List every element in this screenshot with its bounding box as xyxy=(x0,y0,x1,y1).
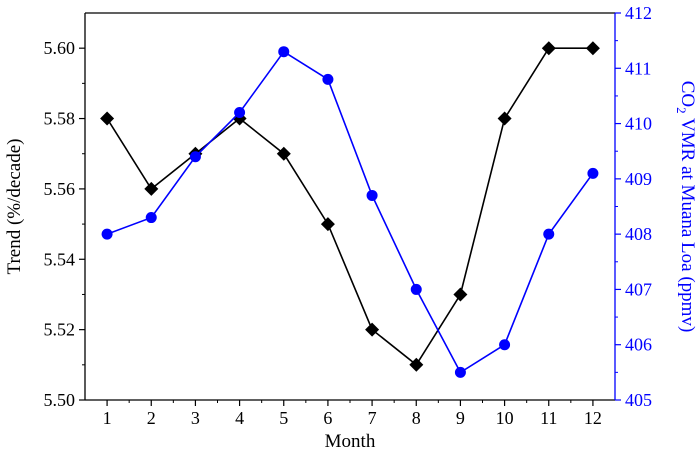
y-right-tick-label: 406 xyxy=(625,335,652,355)
diamond-point xyxy=(100,111,115,126)
x-tick-label: 7 xyxy=(368,408,377,428)
circle-point xyxy=(101,228,113,240)
x-tick-label: 12 xyxy=(584,408,602,428)
diamond-point xyxy=(365,322,380,337)
series-line-1 xyxy=(106,47,593,366)
circle-point xyxy=(366,189,378,201)
diamond-point xyxy=(585,41,600,56)
y-left-tick-label: 5.50 xyxy=(44,390,76,410)
y-right-tick-label: 405 xyxy=(625,390,652,410)
x-tick-label: 10 xyxy=(496,408,514,428)
y-right-tick-label: 412 xyxy=(625,3,652,23)
diamond-point xyxy=(497,111,512,126)
x-tick-label: 8 xyxy=(412,408,421,428)
circle-point xyxy=(587,167,599,179)
x-tick-label: 5 xyxy=(279,408,288,428)
x-axis-title: Month xyxy=(325,431,376,452)
y-right-tick-label: 409 xyxy=(625,169,652,189)
circle-point xyxy=(454,366,466,378)
circle-point xyxy=(145,212,157,224)
y-left-axis-title: Trend (%/decade) xyxy=(4,139,25,275)
circle-point xyxy=(322,73,334,85)
x-tick-label: 1 xyxy=(103,408,112,428)
circle-point xyxy=(234,107,246,119)
y-left-tick-label: 5.60 xyxy=(44,38,76,58)
circle-point xyxy=(278,46,290,58)
y-right-tick-label: 408 xyxy=(625,224,652,244)
diamond-point xyxy=(320,217,335,232)
y-right-tick-label: 407 xyxy=(625,279,652,299)
x-tick-label: 11 xyxy=(540,408,557,428)
circle-point xyxy=(410,283,422,295)
circle-point xyxy=(189,151,201,163)
y-left-tick-label: 5.52 xyxy=(44,320,76,340)
diamond-point xyxy=(541,41,556,56)
y-left-tick-label: 5.56 xyxy=(44,179,76,199)
y-left-tick-label: 5.54 xyxy=(44,249,76,269)
diamond-point xyxy=(144,181,159,196)
diamond-point xyxy=(409,357,424,372)
x-tick-label: 4 xyxy=(235,408,244,428)
diamond-point xyxy=(276,146,291,161)
y-left-tick-label: 5.58 xyxy=(44,109,76,129)
x-tick-label: 3 xyxy=(191,408,200,428)
y-right-tick-label: 411 xyxy=(625,58,651,78)
y-right-axis-title: CO2 VMR at Muana Loa (ppmv) xyxy=(674,81,698,333)
diamond-point xyxy=(453,287,468,302)
x-tick-label: 9 xyxy=(456,408,465,428)
circle-point xyxy=(499,339,511,351)
x-tick-label: 6 xyxy=(323,408,332,428)
series-line-2 xyxy=(106,50,594,374)
x-tick-label: 2 xyxy=(147,408,156,428)
y-right-tick-label: 410 xyxy=(625,114,652,134)
circle-point xyxy=(543,228,555,240)
